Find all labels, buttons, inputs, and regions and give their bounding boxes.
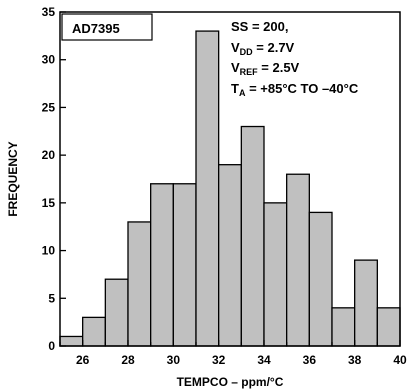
histogram-bar bbox=[59, 335, 84, 347]
x-axis-ticks: 26 28 30 32 34 36 38 40 bbox=[59, 340, 407, 367]
y-axis-title: FREQUENCY bbox=[6, 141, 20, 216]
y-tick-label: 10 bbox=[42, 244, 56, 258]
histogram-bar bbox=[331, 307, 356, 347]
vdd-main: V bbox=[231, 40, 240, 55]
vref-sub: REF bbox=[240, 67, 259, 77]
vref-main: V bbox=[231, 60, 240, 75]
y-tick-label: 15 bbox=[42, 196, 56, 210]
bars-group bbox=[59, 30, 401, 347]
x-tick-label: 34 bbox=[257, 353, 271, 367]
y-tick-label: 35 bbox=[42, 5, 56, 19]
x-tick-label: 28 bbox=[121, 353, 135, 367]
histogram-bar bbox=[195, 30, 220, 347]
histogram-bar bbox=[263, 202, 288, 347]
x-axis-title: TEMPCO – ppm/°C bbox=[177, 375, 284, 389]
histogram-bar bbox=[150, 183, 174, 347]
histogram-bar bbox=[104, 278, 129, 347]
histogram-bar bbox=[82, 316, 106, 347]
device-label-box bbox=[61, 13, 153, 41]
x-tick-label: 36 bbox=[303, 353, 317, 367]
ta-main: T bbox=[231, 81, 239, 96]
condition-vdd: VDD = 2.7V bbox=[231, 40, 295, 57]
x-tick-label: 26 bbox=[76, 353, 90, 367]
y-tick-label: 25 bbox=[42, 100, 56, 114]
vdd-rest: = 2.7V bbox=[253, 40, 295, 55]
device-label: AD7395 bbox=[72, 21, 120, 36]
histogram-bar bbox=[218, 164, 242, 347]
condition-ta: TA = +85°C TO –40°C bbox=[231, 81, 359, 98]
histogram-bar bbox=[172, 183, 197, 347]
histogram-bar bbox=[308, 211, 333, 347]
histogram-bar bbox=[240, 125, 265, 347]
histogram-bar bbox=[354, 259, 378, 347]
conditions-box bbox=[227, 14, 398, 100]
plot-frame bbox=[59, 11, 401, 347]
x-tick-label: 38 bbox=[348, 353, 362, 367]
x-tick-label: 40 bbox=[393, 353, 407, 367]
vref-rest: = 2.5V bbox=[258, 60, 300, 75]
ta-sub: A bbox=[239, 88, 246, 98]
condition-vref: VREF = 2.5V bbox=[231, 60, 300, 77]
x-tick-label: 32 bbox=[212, 353, 226, 367]
vdd-sub: DD bbox=[240, 47, 253, 57]
histogram-bar bbox=[376, 307, 401, 347]
y-tick-label: 30 bbox=[42, 53, 56, 67]
ta-rest: = +85°C TO –40°C bbox=[245, 81, 358, 96]
y-tick-label: 20 bbox=[42, 148, 56, 162]
y-axis-ticks: 0 5 10 15 20 25 30 35 bbox=[42, 5, 66, 353]
y-tick-label: 5 bbox=[48, 291, 55, 305]
x-tick-label: 30 bbox=[167, 353, 181, 367]
condition-ss: SS = 200, bbox=[231, 19, 288, 34]
histogram-bar bbox=[286, 173, 310, 347]
y-tick-label: 0 bbox=[48, 339, 55, 353]
histogram-bar bbox=[127, 221, 152, 347]
